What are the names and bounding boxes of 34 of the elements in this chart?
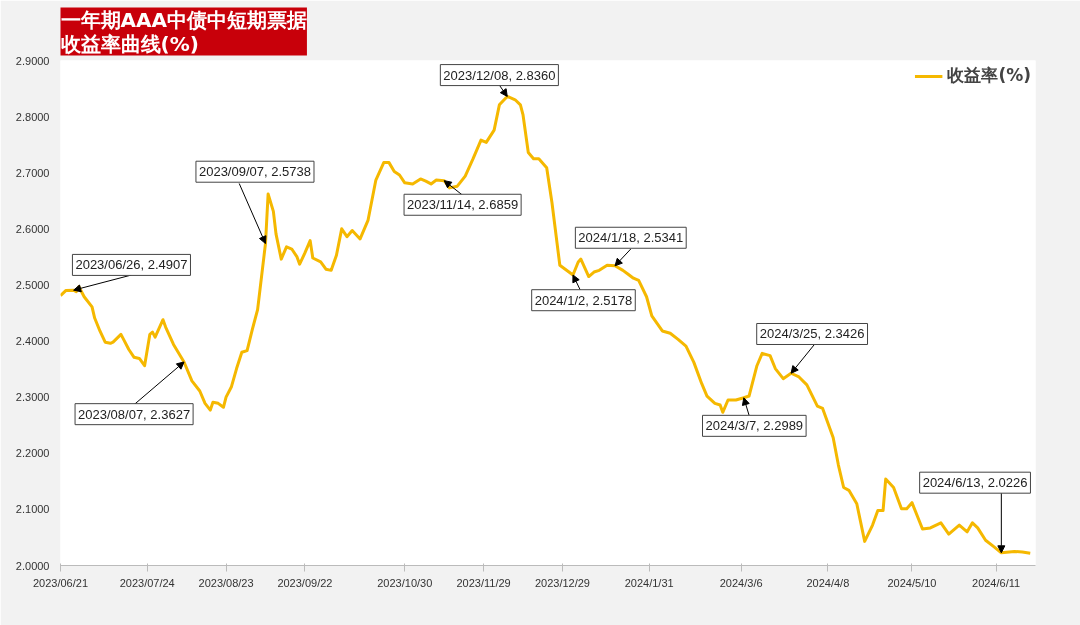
y-tick-label: 2.5000 [15,278,50,291]
annotation: 2023/08/07, 2.3627 [78,406,191,422]
y-tick-label: 2.0000 [15,559,50,572]
x-tick-label: 2024/4/8 [806,576,850,589]
annotation: 2023/09/07, 2.5738 [198,164,312,180]
y-tick-label: 2.4000 [15,335,50,348]
y-tick-label: 2.6000 [15,222,50,235]
x-tick-label: 2023/11/29 [456,576,511,589]
x-tick-label: 2024/3/6 [719,576,763,589]
annotation: 2024/6/13, 2.0226 [922,475,1028,491]
annotation: 2023/11/14, 2.6859 [407,197,519,213]
y-tick-label: 2.9000 [15,54,50,67]
x-tick-label: 2024/5/10 [887,576,937,589]
annotation: 2024/3/25, 2.3426 [759,326,865,342]
legend-label: 收益率(%) [947,64,1031,87]
x-tick-label: 2024/6/11 [972,576,1021,589]
y-tick-label: 2.7000 [15,166,50,179]
annotation: 2024/1/2, 2.5178 [534,292,633,308]
chart-title: 一年期AAA中债中短期票据收益率曲线(%) [60,7,307,56]
annotation: 2023/06/26, 2.4907 [75,257,188,273]
annotation: 2023/12/08, 2.8360 [443,67,556,83]
y-tick-label: 2.1000 [15,503,50,516]
annotation: 2024/1/18, 2.5341 [578,230,684,246]
x-tick-label: 2023/10/30 [377,576,433,589]
x-tick-label: 2023/06/21 [32,576,89,589]
y-tick-label: 2.3000 [15,391,50,404]
x-tick-label: 2024/1/31 [624,576,674,589]
x-tick-label: 2023/09/22 [277,576,333,589]
x-tick-label: 2023/12/29 [534,576,590,589]
x-tick-label: 2023/08/23 [198,576,254,589]
annotation: 2024/3/7, 2.2989 [705,418,804,434]
y-tick-label: 2.2000 [15,447,50,460]
x-tick-label: 2023/07/24 [119,576,175,589]
y-tick-label: 2.8000 [15,110,50,123]
